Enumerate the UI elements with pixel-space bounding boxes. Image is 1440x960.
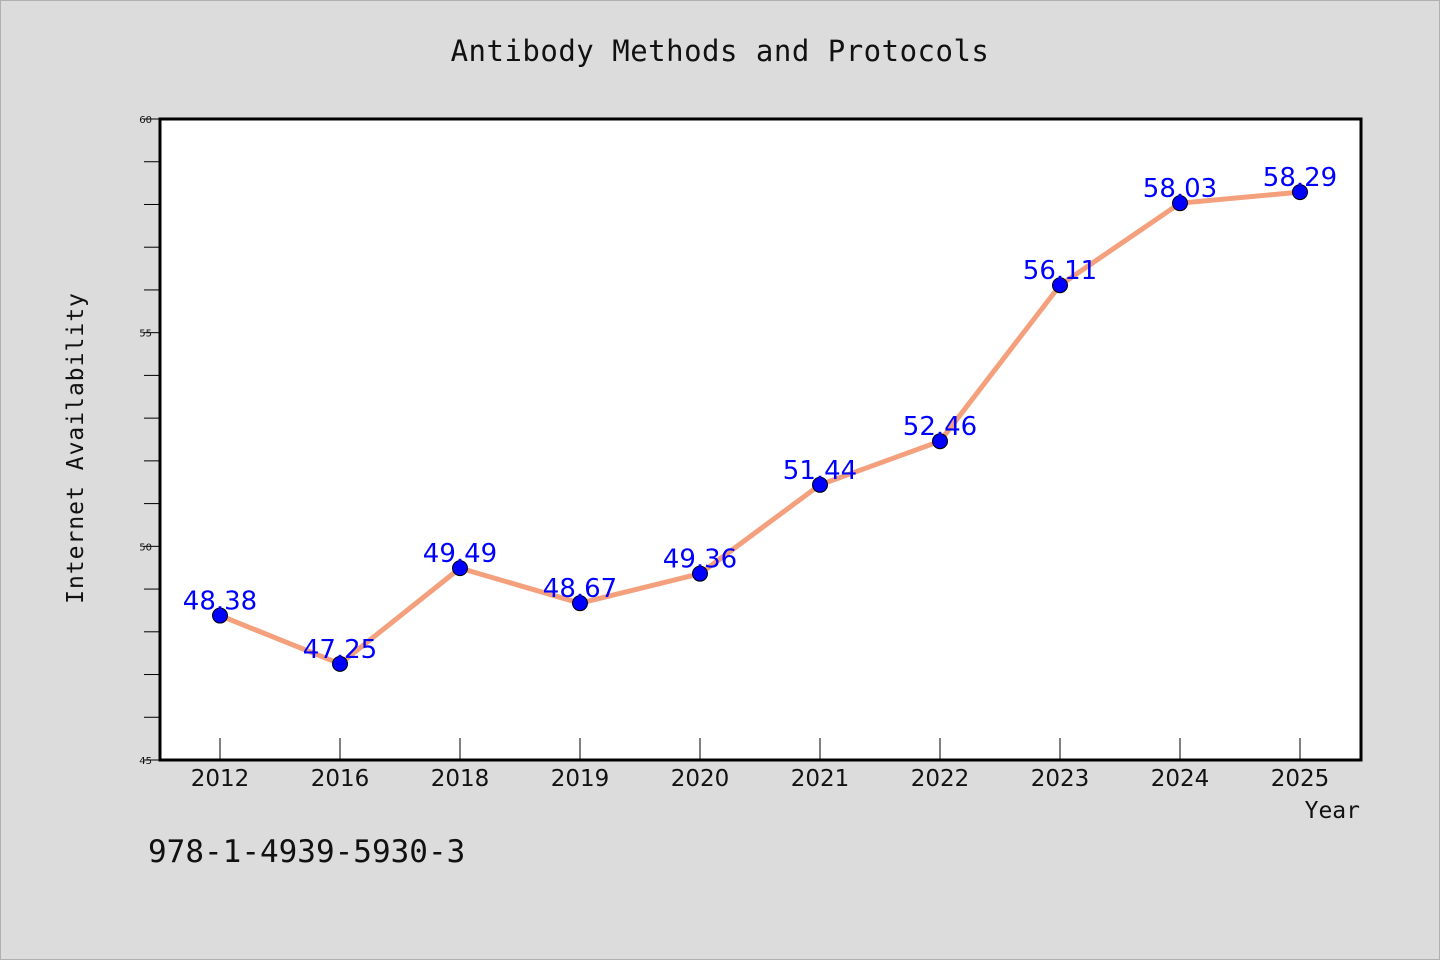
x-tick-label: 2022 bbox=[911, 766, 970, 792]
data-point-marker bbox=[332, 655, 348, 672]
x-tick-label: 2018 bbox=[431, 766, 490, 792]
data-point-marker bbox=[932, 433, 948, 450]
data-label: 49.36 bbox=[663, 545, 737, 575]
x-tick-label: 2021 bbox=[791, 766, 850, 792]
series-line bbox=[219, 189, 1301, 667]
y-tick-label: 60 bbox=[139, 115, 152, 126]
data-label: 58.03 bbox=[1143, 174, 1217, 204]
data-point-marker bbox=[572, 595, 588, 612]
data-point-marker bbox=[812, 476, 828, 493]
data-label: 49.49 bbox=[423, 539, 497, 569]
x-tick-label: 2024 bbox=[1151, 766, 1210, 792]
x-tick-label: 2025 bbox=[1271, 766, 1330, 792]
x-axis: 2012 2016 2018 2019 2020 2021 2022 2023 2024 2025 bbox=[191, 738, 1330, 792]
y-tick-label: 50 bbox=[139, 542, 152, 553]
data-point-marker bbox=[452, 560, 468, 577]
data-label: 47.25 bbox=[303, 635, 377, 665]
data-label: 58.29 bbox=[1263, 163, 1337, 193]
data-point-marker bbox=[1172, 195, 1188, 212]
data-label: 56.11 bbox=[1023, 256, 1097, 286]
data-labels-group: 48.38 47.25 49.49 48.67 49.36 51.44 52.46 56.11… bbox=[183, 163, 1337, 665]
y-tick-label: 55 bbox=[139, 329, 152, 340]
data-label: 48.38 bbox=[183, 587, 257, 617]
data-point-marker bbox=[692, 565, 708, 582]
x-tick-label: 2019 bbox=[551, 766, 610, 792]
x-tick-label: 2012 bbox=[191, 766, 250, 792]
x-tick-label: 2020 bbox=[671, 766, 730, 792]
y-axis: 45 50 55 60 bbox=[139, 115, 160, 767]
data-label: 48.67 bbox=[543, 574, 617, 604]
chart-title: Antibody Methods and Protocols bbox=[450, 34, 990, 68]
isbn-annotation: 978-1-4939-5930-3 bbox=[148, 834, 466, 870]
x-tick-label: 2023 bbox=[1031, 766, 1090, 792]
data-label: 51.44 bbox=[783, 456, 857, 486]
data-point-marker bbox=[1052, 277, 1068, 294]
plot-area bbox=[158, 117, 1363, 762]
x-tick-label: 2016 bbox=[311, 766, 370, 792]
data-point-marker bbox=[212, 607, 228, 624]
series-group bbox=[212, 184, 1308, 672]
data-point-marker bbox=[1292, 184, 1308, 201]
data-label: 52.46 bbox=[903, 412, 977, 442]
y-tick-label: 45 bbox=[139, 756, 152, 767]
x-axis-label: Year bbox=[1304, 798, 1360, 824]
